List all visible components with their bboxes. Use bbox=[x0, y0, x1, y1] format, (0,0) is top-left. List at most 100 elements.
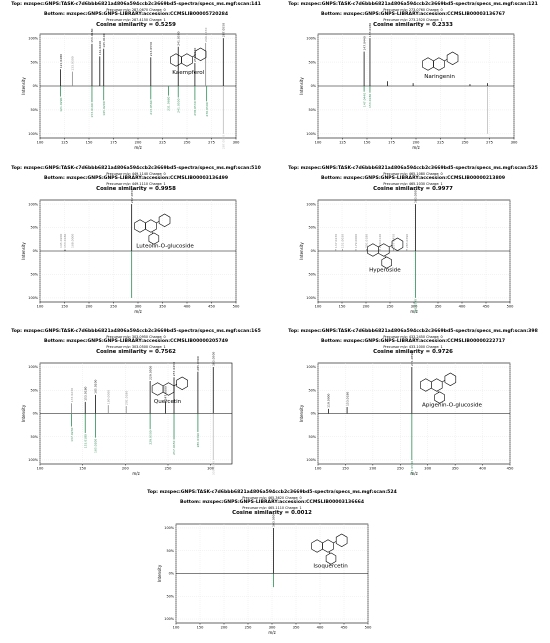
y-tick-label: 100% bbox=[306, 458, 316, 462]
y-axis-label: Intensity bbox=[21, 242, 26, 260]
x-tick-label: 275 bbox=[208, 141, 215, 145]
peak-label: 153.0180 bbox=[83, 386, 87, 400]
x-tick-label: 250 bbox=[462, 141, 470, 145]
x-tick-label: 150 bbox=[86, 141, 94, 145]
peak-label: 153.0180 bbox=[83, 434, 87, 448]
compound-name: Hyperoside bbox=[369, 267, 401, 273]
spectrum-plot-3: 100 150 200 250 300 350 400 450 500 100% 50% 0% 50% 1… bbox=[21, 189, 241, 314]
panel-similarity: Cosine similarity = 0.0012 bbox=[232, 510, 312, 517]
peak-label: 229.0140 bbox=[378, 234, 382, 248]
x-tick-label: 300 bbox=[411, 305, 419, 309]
compound-structure: Isoquercetin bbox=[311, 533, 348, 569]
peak-label: 121.0280 bbox=[59, 54, 63, 68]
x-tick-label: 300 bbox=[135, 305, 143, 309]
peak-label: 168.0000 bbox=[70, 234, 74, 248]
panel-precursor: Precursor m/z: 433.2450 Charge: 0 bbox=[383, 335, 443, 339]
peak-label: 303.0500 bbox=[414, 189, 418, 203]
spectrum-plot-7: 100 150 200 250 300 350 400 450 500 100% 50% 0% 50% 1… bbox=[157, 513, 372, 635]
x-tick-label: 200 bbox=[369, 467, 377, 471]
x-tick-label: 100 bbox=[315, 305, 323, 309]
peak-label: 165.0190 bbox=[102, 33, 106, 47]
peak-label: 137.0230 bbox=[70, 388, 74, 402]
peak-label: 287.0550 bbox=[222, 23, 226, 37]
compound-name: Isoquercetin bbox=[313, 563, 348, 569]
peak-label: 241.0500 bbox=[176, 31, 180, 45]
y-tick-label: 50% bbox=[308, 108, 316, 112]
y-axis-label: Intensity bbox=[157, 564, 162, 582]
compound-structure: Naringenin bbox=[422, 51, 459, 80]
x-tick-label: 225 bbox=[437, 141, 444, 145]
x-tick-label: 200 bbox=[413, 141, 421, 145]
peak-label: 119.0000 bbox=[327, 393, 331, 407]
x-tick-label: 100 bbox=[315, 141, 323, 145]
peak-label: 303.0500 bbox=[211, 461, 215, 475]
x-tick-label: 175 bbox=[388, 141, 395, 145]
panel-bottom-title: Bottom: mzspec:GNPS:GNPS-LIBRARY:accessi… bbox=[43, 339, 229, 345]
compound-name: Kaempferol bbox=[172, 70, 204, 76]
spectrum-panel-5: Top: mzspec:GNPS:TASK-c7d6bbb6821a4806a5… bbox=[0, 329, 272, 356]
x-tick-label: 100 bbox=[173, 626, 181, 630]
x-tick-label: 200 bbox=[122, 467, 130, 471]
panel-top-title: Top: mzspec:GNPS:TASK-c7d6bbb6821a4806a5… bbox=[147, 490, 397, 495]
y-tick-label: 50% bbox=[30, 273, 38, 277]
x-tick-label: 150 bbox=[342, 467, 350, 471]
x-tick-label: 500 bbox=[233, 305, 241, 309]
y-tick-label: 100% bbox=[28, 132, 38, 136]
x-tick-label: 350 bbox=[435, 305, 443, 309]
y-tick-label: 50% bbox=[308, 388, 316, 392]
peak-label: 303.0500 bbox=[211, 352, 215, 366]
panel-top-title: Top: mzspec:GNPS:TASK-c7d6bbb6821a4806a5… bbox=[288, 166, 538, 171]
x-tick-label: 400 bbox=[317, 626, 325, 630]
x-tick-label: 200 bbox=[221, 626, 229, 630]
panel-top-title: Top: mzspec:GNPS:TASK-c7d6bbb6821a4806a5… bbox=[288, 329, 538, 334]
y-tick-label: 0% bbox=[311, 249, 317, 253]
panel-bottom-title: Bottom: mzspec:GNPS:GNPS-LIBRARY:accessi… bbox=[320, 176, 506, 182]
y-tick-label: 100% bbox=[306, 202, 316, 206]
x-axis-label: m/z bbox=[410, 471, 417, 476]
x-tick-label: 350 bbox=[293, 626, 301, 630]
y-tick-label: 50% bbox=[308, 60, 316, 64]
spectrum-panel-6: Top: mzspec:GNPS:TASK-c7d6bbb6821a4806a5… bbox=[277, 329, 549, 356]
x-tick-label: 300 bbox=[511, 141, 519, 145]
x-tick-label: 300 bbox=[424, 467, 432, 471]
x-tick-label: 150 bbox=[79, 467, 87, 471]
x-tick-label: 450 bbox=[483, 305, 491, 309]
peak-label: 213.0560 bbox=[149, 100, 153, 114]
compound-structure: Quercetin bbox=[151, 376, 188, 405]
peak-label: 257.0450 bbox=[172, 440, 176, 454]
peak-label: 165.0200 bbox=[94, 439, 98, 453]
peak-label: 241.0500 bbox=[176, 98, 180, 112]
y-tick-label: 100% bbox=[306, 365, 316, 369]
x-tick-label: 450 bbox=[208, 305, 216, 309]
y-tick-label: 50% bbox=[30, 226, 38, 230]
x-tick-label: 275 bbox=[486, 141, 493, 145]
y-tick-label: 100% bbox=[164, 526, 174, 530]
x-tick-label: 150 bbox=[197, 626, 205, 630]
spectrum-panel-1: Top: mzspec:GNPS:TASK-c7d6bbb6821a4806a5… bbox=[0, 2, 272, 29]
peak-label: 161.0240 bbox=[98, 41, 102, 55]
spectrum-plot-5: 100 150 200 250 300 100% 50% 0% 50% 100% m/z Intens… bbox=[21, 352, 233, 476]
peak-label: 287.0550 bbox=[222, 135, 226, 149]
spectrum-plot-4: 100 150 200 250 300 350 400 450 500 100% 50% 0% 50% 1… bbox=[299, 189, 514, 314]
panel-bottom-title: Bottom: mzspec:GNPS:GNPS-LIBRARY:accessi… bbox=[43, 176, 229, 182]
panel-bottom-title: Bottom: mzspec:GNPS:GNPS-LIBRARY:accessi… bbox=[43, 12, 229, 18]
peak-label: 153.0180 bbox=[63, 234, 67, 248]
y-tick-label: 100% bbox=[28, 202, 38, 206]
peak-label: 303.0500 bbox=[414, 299, 418, 313]
y-tick-label: 50% bbox=[30, 388, 38, 392]
x-tick-label: 250 bbox=[110, 305, 118, 309]
panel-precursor-2: Precursor m/z: 303.0500 Charge: 1 bbox=[106, 345, 166, 350]
peak-label: 153.0190 bbox=[90, 103, 94, 117]
y-tick-label: 50% bbox=[166, 549, 174, 553]
x-tick-label: 300 bbox=[207, 467, 215, 471]
peak-label: 153.0180 bbox=[368, 23, 372, 37]
y-tick-label: 0% bbox=[33, 84, 39, 88]
x-tick-label: 300 bbox=[269, 626, 277, 630]
y-tick-label: 0% bbox=[311, 412, 317, 416]
spectrum-panel-3: Top: mzspec:GNPS:TASK-c7d6bbb6821a4806a5… bbox=[0, 166, 272, 193]
compound-name: Quercetin bbox=[154, 399, 182, 405]
panel-precursor-2: Precursor m/z: 449.1110 Charge: 1 bbox=[106, 182, 166, 187]
x-tick-label: 200 bbox=[86, 305, 94, 309]
x-axis-label: m/z bbox=[132, 471, 139, 476]
peak-label: 121.0290 bbox=[59, 97, 63, 111]
